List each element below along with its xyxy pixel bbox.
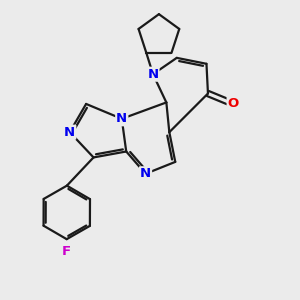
Text: N: N bbox=[64, 126, 75, 139]
Text: F: F bbox=[62, 245, 71, 258]
Text: N: N bbox=[147, 68, 158, 81]
Text: F: F bbox=[62, 245, 71, 258]
Text: N: N bbox=[140, 167, 151, 180]
Text: N: N bbox=[116, 112, 127, 125]
Text: N: N bbox=[147, 68, 158, 81]
Text: O: O bbox=[228, 98, 239, 110]
Text: N: N bbox=[64, 126, 75, 139]
Text: N: N bbox=[140, 167, 151, 180]
Text: O: O bbox=[228, 98, 239, 110]
Text: N: N bbox=[116, 112, 127, 125]
